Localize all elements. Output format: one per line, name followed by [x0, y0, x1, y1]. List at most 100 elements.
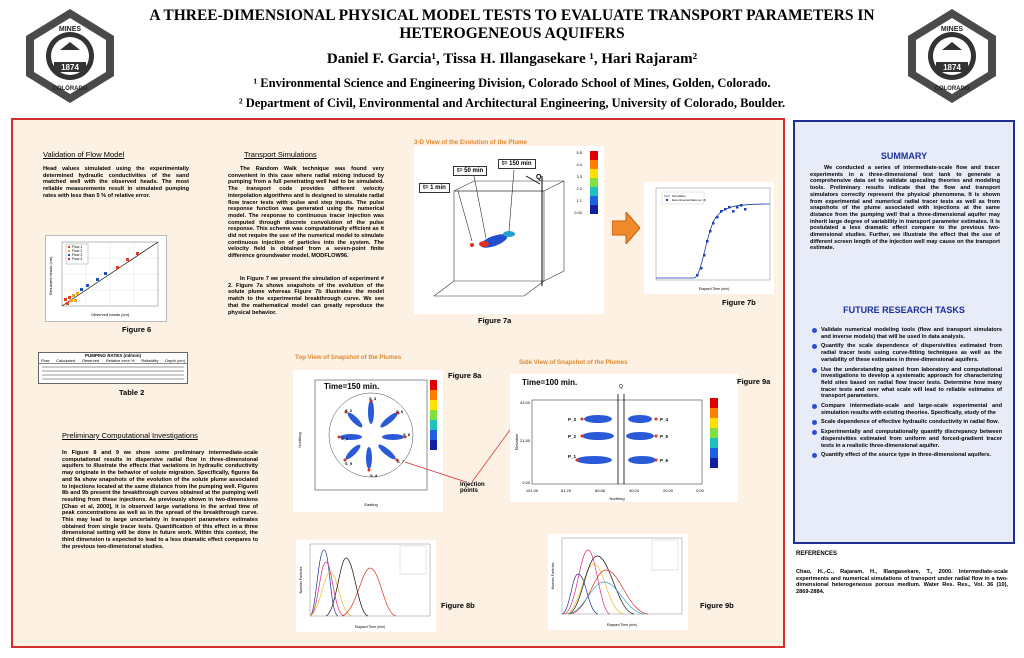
- figure-7a-caption: Figure 7a: [478, 316, 512, 325]
- bullet-icon: [812, 328, 817, 333]
- svg-text:P_5: P_5: [660, 434, 669, 439]
- svg-text:Flow 3: Flow 3: [72, 253, 82, 257]
- table-header-row: Flow Calculated Observed Relative error % Re…: [39, 358, 187, 364]
- school-of-mines-seal-left: 1874 MINES COLORADO: [26, 9, 114, 103]
- fig7b-data-points: [696, 204, 747, 277]
- figure-7b-chart: Simulation Experimental Data (ex. #) Ela…: [644, 182, 774, 294]
- svg-text:COLORADO: COLORADO: [935, 86, 970, 92]
- injection-points-label: Injection points: [460, 482, 485, 494]
- figure-8a-caption: Figure 8a: [448, 371, 482, 380]
- svg-text:Northing: Northing: [297, 432, 302, 447]
- svg-text:2.2: 2.2: [576, 186, 582, 191]
- future-task-item: Validate numerical modeling tools (flow …: [812, 327, 1002, 340]
- svg-text:Flow 4: Flow 4: [72, 257, 82, 261]
- poster-title: A THREE-DIMENSIONAL PHYSICAL MODEL TESTS…: [149, 7, 875, 42]
- svg-text:P_4: P_4: [660, 417, 669, 422]
- svg-text:1874: 1874: [61, 63, 79, 72]
- svg-text:Q: Q: [619, 384, 623, 390]
- fig8a-time: Time=150 min.: [324, 382, 380, 391]
- figure-6-caption: Figure 6: [122, 325, 152, 334]
- figure-9b-caption: Figure 9b: [700, 601, 734, 610]
- svg-text:P_1: P_1: [568, 454, 577, 459]
- label-t1: t= 1 min: [419, 183, 450, 193]
- validation-body: Head values simulated using the experime…: [43, 166, 189, 199]
- svg-text:MINES: MINES: [941, 26, 964, 33]
- svg-text:101.00: 101.00: [526, 488, 539, 493]
- school-of-mines-seal-right: 1874 MINES COLORADO: [908, 9, 996, 103]
- fig7-q-label: Q: [536, 174, 542, 181]
- bullet-icon: [812, 367, 817, 373]
- table-2-caption: Table 2: [119, 388, 145, 397]
- table-title: PUMPING RATES (ml/min): [85, 353, 141, 358]
- summary-panel: [793, 120, 1015, 544]
- future-task-item: Scale dependence of effective hydraulic …: [812, 419, 1002, 426]
- affiliation-1: ¹ Environmental Science and Engineering …: [253, 76, 771, 90]
- svg-text:Elapsed Time (min): Elapsed Time (min): [699, 287, 729, 291]
- figure-7a-3d-plot: 5.5 4.4 3.3 2.2 1.1 0.00: [414, 146, 604, 314]
- svg-text:81.29: 81.29: [561, 488, 572, 493]
- svg-text:4.4: 4.4: [576, 162, 582, 167]
- svg-text:S_2: S_2: [345, 408, 353, 413]
- svg-text:21.50: 21.50: [520, 438, 531, 443]
- figure-7b-caption: Figure 7b: [722, 298, 756, 307]
- svg-text:Elapsed Time (min): Elapsed Time (min): [607, 623, 637, 627]
- svg-text:S_1: S_1: [341, 436, 349, 441]
- future-task-item: Quantify effect of the source type in th…: [812, 452, 1002, 459]
- future-task-item: Compare intermediate-scale and large-sca…: [812, 403, 1002, 416]
- figure-9b-chart: Elapsed Time (min) Number Particles: [548, 534, 688, 630]
- svg-text:P_6: P_6: [660, 458, 669, 463]
- transport-body-2: In Figure 7 we present the simulation of…: [228, 276, 384, 316]
- bullet-icon: [812, 430, 817, 436]
- bullet-icon: [812, 404, 817, 410]
- fig6-xlabel: Observed heads (cm): [91, 312, 130, 317]
- summary-heading: SUMMARY: [880, 151, 928, 161]
- svg-text:Flow 2: Flow 2: [72, 249, 82, 253]
- svg-text:S_3: S_3: [369, 396, 377, 401]
- future-task-item: Experimentally and computationally quant…: [812, 429, 1002, 449]
- svg-text:COLORADO: COLORADO: [53, 86, 88, 92]
- fig8a-plumes: [340, 400, 404, 469]
- plume-blobs: [470, 231, 515, 248]
- svg-text:S_7: S_7: [397, 459, 405, 464]
- bullet-icon: [812, 344, 817, 350]
- prelim-heading: Preliminary Computational Investigations: [62, 431, 198, 440]
- fig6-ylabel: Simulated heads (cm): [48, 256, 53, 296]
- svg-text:3.3: 3.3: [576, 174, 582, 179]
- svg-text:S_8: S_8: [403, 432, 411, 437]
- fig9-panel-title: Side View of Snapshot of the Plumes: [519, 359, 628, 366]
- fig8a-colorbar: [430, 380, 437, 450]
- transport-body-1: The Random Walk technique was found very…: [228, 166, 384, 260]
- svg-text:60.86: 60.86: [595, 488, 606, 493]
- svg-text:Simulation: Simulation: [672, 194, 686, 198]
- figure-9a-side-view: P_1 P_2 P_3 P_4 P_5 P_6 43.00 21.50 0.00…: [510, 374, 738, 502]
- references-heading: REFERENCES: [796, 551, 838, 557]
- svg-text:20.00: 20.00: [663, 488, 674, 493]
- future-tasks-list: Validate numerical modeling tools (flow …: [812, 327, 1002, 462]
- authors: Daniel F. Garcia¹, Tissa H. Illangasekar…: [326, 51, 698, 67]
- figure-8b-caption: Figure 8b: [441, 601, 475, 610]
- svg-text:MINES: MINES: [59, 26, 82, 33]
- svg-text:0.00: 0.00: [574, 210, 583, 215]
- svg-text:P_2: P_2: [568, 434, 577, 439]
- svg-text:Easting: Easting: [364, 502, 377, 507]
- bullet-icon: [812, 420, 817, 426]
- table-2: PUMPING RATES (ml/min) Flow Calculated Obs…: [38, 352, 188, 384]
- svg-text:Flow 1: Flow 1: [72, 245, 82, 249]
- future-task-item: Quantify the scale dependence of dispers…: [812, 343, 1002, 363]
- svg-text:1.1: 1.1: [576, 198, 582, 203]
- svg-text:S_5: S_5: [345, 461, 353, 466]
- fig7a-colorbar: [590, 151, 598, 214]
- svg-text:Number Particles: Number Particles: [299, 566, 303, 593]
- bullet-icon: [812, 453, 817, 459]
- svg-text:Northing: Northing: [609, 496, 624, 501]
- future-task-item: Use the understanding gained from labora…: [812, 367, 1002, 401]
- svg-text:S_4: S_4: [370, 473, 378, 478]
- references-body: Chao, H.,-C., Rajaram, H., Illangasekare…: [796, 569, 1008, 596]
- svg-text:Elevation: Elevation: [514, 434, 519, 450]
- svg-text:S_6: S_6: [396, 409, 404, 414]
- fig6-points: [64, 252, 139, 305]
- fig9a-plumes: [576, 415, 656, 464]
- figure-8a-top-view: S_1 S_2 S_3 S_4 S_5 S_6 S_7 S_8 Easting …: [293, 370, 443, 512]
- svg-text:Number Particles: Number Particles: [551, 562, 555, 589]
- svg-text:Experimental Data (ex. #): Experimental Data (ex. #): [672, 198, 706, 202]
